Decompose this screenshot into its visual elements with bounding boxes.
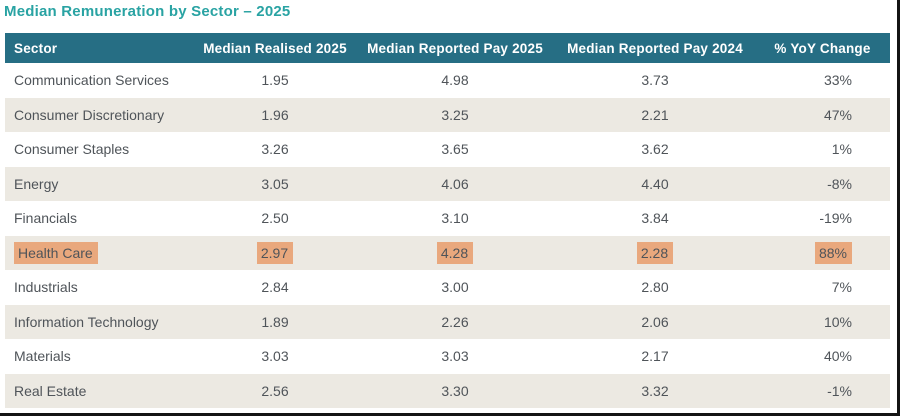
reported-2024-cell: 3.32 (555, 373, 755, 408)
realised-2025-cell: 3.26 (261, 141, 289, 158)
column-header-median-reported-pay-2025: Median Reported Pay 2025 (355, 33, 555, 63)
reported-2024-cell: 2.80 (641, 279, 669, 296)
reported-2025-cell: 3.00 (441, 279, 469, 296)
yoy-change-cell: 1% (831, 141, 852, 158)
reported-2025-cell: 4.98 (441, 72, 469, 89)
yoy-change-cell: -1% (755, 373, 890, 408)
table-row: Consumer Staples 3.26 3.65 3.62 1% (5, 132, 890, 167)
realised-2025-cell: 2.56 (195, 373, 355, 408)
column-header-yoy-change: % YoY Change (755, 33, 890, 63)
reported-2024-cell: 2.21 (555, 97, 755, 132)
table-row: Financials 2.50 3.10 3.84 -19% (5, 201, 890, 236)
sector-cell: Health Care (5, 235, 195, 270)
sector-cell: Materials (14, 348, 71, 365)
column-header-median-reported-pay-2024: Median Reported Pay 2024 (555, 33, 755, 63)
realised-2025-cell: 2.50 (261, 210, 289, 227)
highlight-span: 2.97 (256, 241, 294, 264)
reported-2024-cell: 2.17 (641, 348, 669, 365)
sector-cell: Consumer Staples (14, 141, 130, 158)
sector-cell: Communication Services (14, 72, 169, 89)
highlight-span: 88% (814, 241, 852, 264)
chart-title: Median Remuneration by Sector – 2025 (4, 3, 291, 20)
reported-2025-cell: 3.65 (441, 141, 469, 158)
table-row: Information Technology 1.89 2.26 2.06 10… (5, 304, 890, 339)
reported-2025-cell: 4.06 (355, 166, 555, 201)
highlight-span: 2.28 (636, 241, 674, 264)
realised-2025-cell: 2.84 (261, 279, 289, 296)
reported-2024-cell: 3.73 (641, 72, 669, 89)
yoy-change-cell: 33% (823, 72, 852, 89)
realised-2025-cell: 3.05 (195, 166, 355, 201)
realised-2025-cell: 2.97 (195, 235, 355, 270)
reported-2025-cell: 2.26 (355, 304, 555, 339)
sector-cell: Industrials (14, 279, 78, 296)
table-row: Real Estate 2.56 3.30 3.32 -1% (5, 373, 890, 408)
yoy-change-cell: 88% (755, 235, 890, 270)
reported-2024-cell: 4.40 (555, 166, 755, 201)
reported-2025-cell: 3.10 (441, 210, 469, 227)
table-row: Communication Services 1.95 4.98 3.73 33… (5, 63, 890, 98)
column-header-median-realised-2025: Median Realised 2025 (195, 33, 355, 63)
realised-2025-cell: 3.03 (261, 348, 289, 365)
reported-2025-cell: 4.28 (355, 235, 555, 270)
sector-cell: Consumer Discretionary (5, 97, 195, 132)
table-row: Energy 3.05 4.06 4.40 -8% (5, 166, 890, 201)
table-row-highlighted: Health Care 2.97 4.28 2.28 88% (5, 235, 890, 270)
yoy-change-cell: 7% (831, 279, 852, 296)
highlight-span: 4.28 (436, 241, 474, 264)
sector-cell: Energy (5, 166, 195, 201)
column-header-sector: Sector (5, 33, 195, 63)
frame-bottom-edge (0, 413, 900, 416)
realised-2025-cell: 1.89 (195, 304, 355, 339)
reported-2025-cell: 3.03 (441, 348, 469, 365)
sector-cell: Real Estate (5, 373, 195, 408)
yoy-change-cell: -19% (819, 210, 852, 227)
table-row: Industrials 2.84 3.00 2.80 7% (5, 270, 890, 305)
realised-2025-cell: 1.96 (195, 97, 355, 132)
frame-right-edge (897, 0, 900, 416)
highlight-span: Health Care (14, 241, 98, 264)
header-row: Sector Median Realised 2025 Median Repor… (5, 33, 890, 63)
yoy-change-cell: 10% (755, 304, 890, 339)
reported-2025-cell: 3.30 (355, 373, 555, 408)
yoy-change-cell: -8% (755, 166, 890, 201)
table-row: Materials 3.03 3.03 2.17 40% (5, 339, 890, 374)
realised-2025-cell: 1.95 (261, 72, 289, 89)
reported-2025-cell: 3.25 (355, 97, 555, 132)
yoy-change-cell: 47% (755, 97, 890, 132)
reported-2024-cell: 2.06 (555, 304, 755, 339)
table-row: Consumer Discretionary 1.96 3.25 2.21 47… (5, 97, 890, 132)
sector-cell: Financials (14, 210, 78, 227)
sector-cell: Information Technology (5, 304, 195, 339)
remuneration-table: Sector Median Realised 2025 Median Repor… (5, 33, 890, 408)
reported-2024-cell: 3.62 (641, 141, 669, 158)
reported-2024-cell: 2.28 (555, 235, 755, 270)
reported-2024-cell: 3.84 (641, 210, 669, 227)
yoy-change-cell: 40% (823, 348, 852, 365)
